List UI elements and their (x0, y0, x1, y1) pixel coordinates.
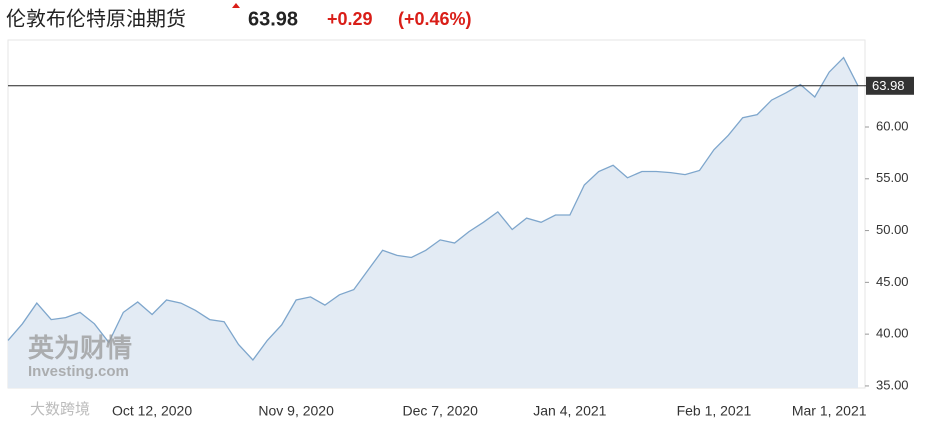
change: +0.29 (327, 9, 373, 29)
price: 63.98 (248, 8, 298, 30)
area (8, 57, 858, 388)
last-price-label: 63.98 (872, 78, 905, 93)
y-tick-label: 35.00 (876, 377, 909, 392)
x-tick-label: Nov 9, 2020 (258, 403, 334, 419)
x-tick-label: Jan 4, 2021 (533, 403, 606, 419)
last-price-badge (866, 76, 914, 95)
x-tick-label: Dec 7, 2020 (402, 403, 478, 419)
watermark: 英为财情 (28, 333, 132, 363)
watermark: 大数跨境 (30, 400, 90, 418)
line (7, 56, 859, 362)
x-tick-label: Mar 1, 2021 (792, 403, 867, 419)
x-tick-label: Oct 12, 2020 (112, 403, 192, 419)
watermark: Investing.com (28, 363, 129, 380)
y-tick-label: 55.00 (876, 170, 909, 185)
y-tick-label: 60.00 (876, 118, 909, 133)
x-tick-label: Feb 1, 2021 (677, 403, 752, 419)
change-pct: (+0.46%) (398, 9, 472, 29)
up-arrow (232, 3, 240, 8)
y-tick-label: 50.00 (876, 222, 909, 237)
y-tick-label: 45.00 (876, 274, 909, 289)
y-tick-label: 40.00 (876, 326, 909, 341)
title: 伦敦布伦特原油期货 (6, 7, 186, 30)
